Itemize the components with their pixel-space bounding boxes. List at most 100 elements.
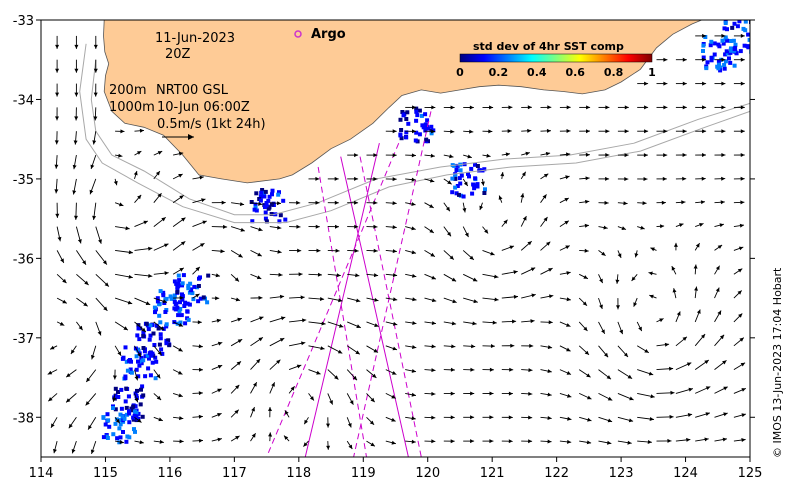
sst-std-cell [160,351,165,356]
sst-std-cell [133,409,137,414]
current-vector-arrow [694,309,701,323]
x-tick-label: 119 [351,466,376,481]
current-vector-arrow [153,216,166,227]
sst-std-cell [157,342,162,347]
current-vector-arrow [134,393,139,403]
sst-std-cell [482,191,487,195]
current-vector-arrow [211,318,222,323]
current-vector-arrow [347,224,359,229]
current-vector-arrow [366,440,376,447]
current-vector-arrow [115,440,124,444]
sst-std-cell [118,412,123,417]
current-vector-arrow [578,345,590,356]
current-vector-arrow [308,248,321,253]
current-vector-arrow [172,392,183,398]
sst-std-cell [201,295,206,300]
current-vector-arrow [521,267,536,275]
sst-std-cell [136,411,141,416]
current-vector-arrow [634,250,639,258]
sst-std-cell [746,32,750,37]
current-vector-arrow [424,321,437,325]
current-vector-arrow [134,297,151,306]
current-vector-arrow [656,153,668,158]
current-vector-arrow [424,391,436,396]
sst-std-cell [423,128,428,133]
sst-std-cell [185,309,190,314]
y-tick-label: -34 [13,93,34,108]
sst-std-cell [142,349,147,354]
sst-std-cell [752,27,756,31]
current-vector-arrow [463,415,475,420]
current-vector-arrow [617,201,628,206]
current-vector-arrow [482,391,494,396]
sst-std-cell [138,402,143,407]
altimeter-tracks [266,111,432,457]
current-vector-arrow [521,391,533,396]
current-vector-arrow [250,295,263,300]
current-vector-arrow [480,178,485,186]
current-vector-arrow [172,321,184,327]
current-vector-arrow [308,345,325,351]
current-vector-arrow [327,200,339,205]
current-vector-arrow [540,105,552,110]
current-vector-arrow [114,345,122,357]
sst-std-cell [259,190,264,195]
current-vector-arrow [463,129,474,134]
current-vector-arrow [482,344,495,348]
current-vector-arrow [308,369,321,375]
current-vector-arrow [366,177,378,181]
sst-std-cell [450,176,455,181]
sst-std-cell [161,290,166,295]
sst-std-cell [164,341,169,346]
current-vector-arrow [424,415,436,420]
current-vector-arrow [695,437,709,442]
sst-std-cell [254,191,259,196]
sst-std-cell [475,184,480,189]
sst-std-cell [139,387,143,392]
sst-std-cell [124,439,129,444]
altimeter-track-dashed [266,142,400,457]
current-vector-arrow [93,35,98,49]
current-vector-arrow [114,297,133,305]
current-vector-arrow [733,153,745,157]
current-vector-arrow [424,297,437,303]
current-vector-arrow [520,215,527,227]
current-vector-arrow [540,267,553,275]
current-vector-arrow [649,294,657,299]
current-vector-arrow [559,197,570,204]
altimeter-track-solid [304,143,380,457]
current-vector-arrow [443,391,455,396]
sst-std-cell [158,289,163,294]
sst-std-cell [150,360,155,365]
current-vector-arrow [598,153,610,157]
current-vector-arrow [93,107,98,121]
sst-std-cell [424,137,429,142]
current-vector-arrow [72,155,77,170]
current-vector-arrow [347,248,359,253]
current-vector-arrow [269,316,286,323]
sst-std-cell [148,323,153,328]
sst-std-cell [399,128,404,132]
current-vector-arrow [308,272,323,277]
current-vector-arrow [284,410,290,418]
sst-std-cell [180,283,184,288]
sst-std-cell [723,59,728,64]
sst-std-cell [475,164,480,168]
current-vector-arrow [346,345,361,355]
sst-std-cell [143,374,148,379]
sst-std-cell [455,184,460,188]
sst-std-cell [178,307,183,311]
current-vector-arrow [559,220,570,227]
current-vector-arrow [95,321,102,336]
current-vector-arrow [733,200,745,205]
sst-std-cell [402,112,407,117]
current-vector-arrow [385,129,397,134]
current-vector-arrow [230,409,240,418]
sst-std-cell [429,131,434,136]
current-vector-arrow [463,154,472,159]
current-vector-arrow [675,336,688,347]
current-vector-arrow [598,392,613,401]
sst-std-cell [177,278,182,283]
current-vector-arrow [327,248,340,253]
current-vector-arrow [637,81,649,86]
